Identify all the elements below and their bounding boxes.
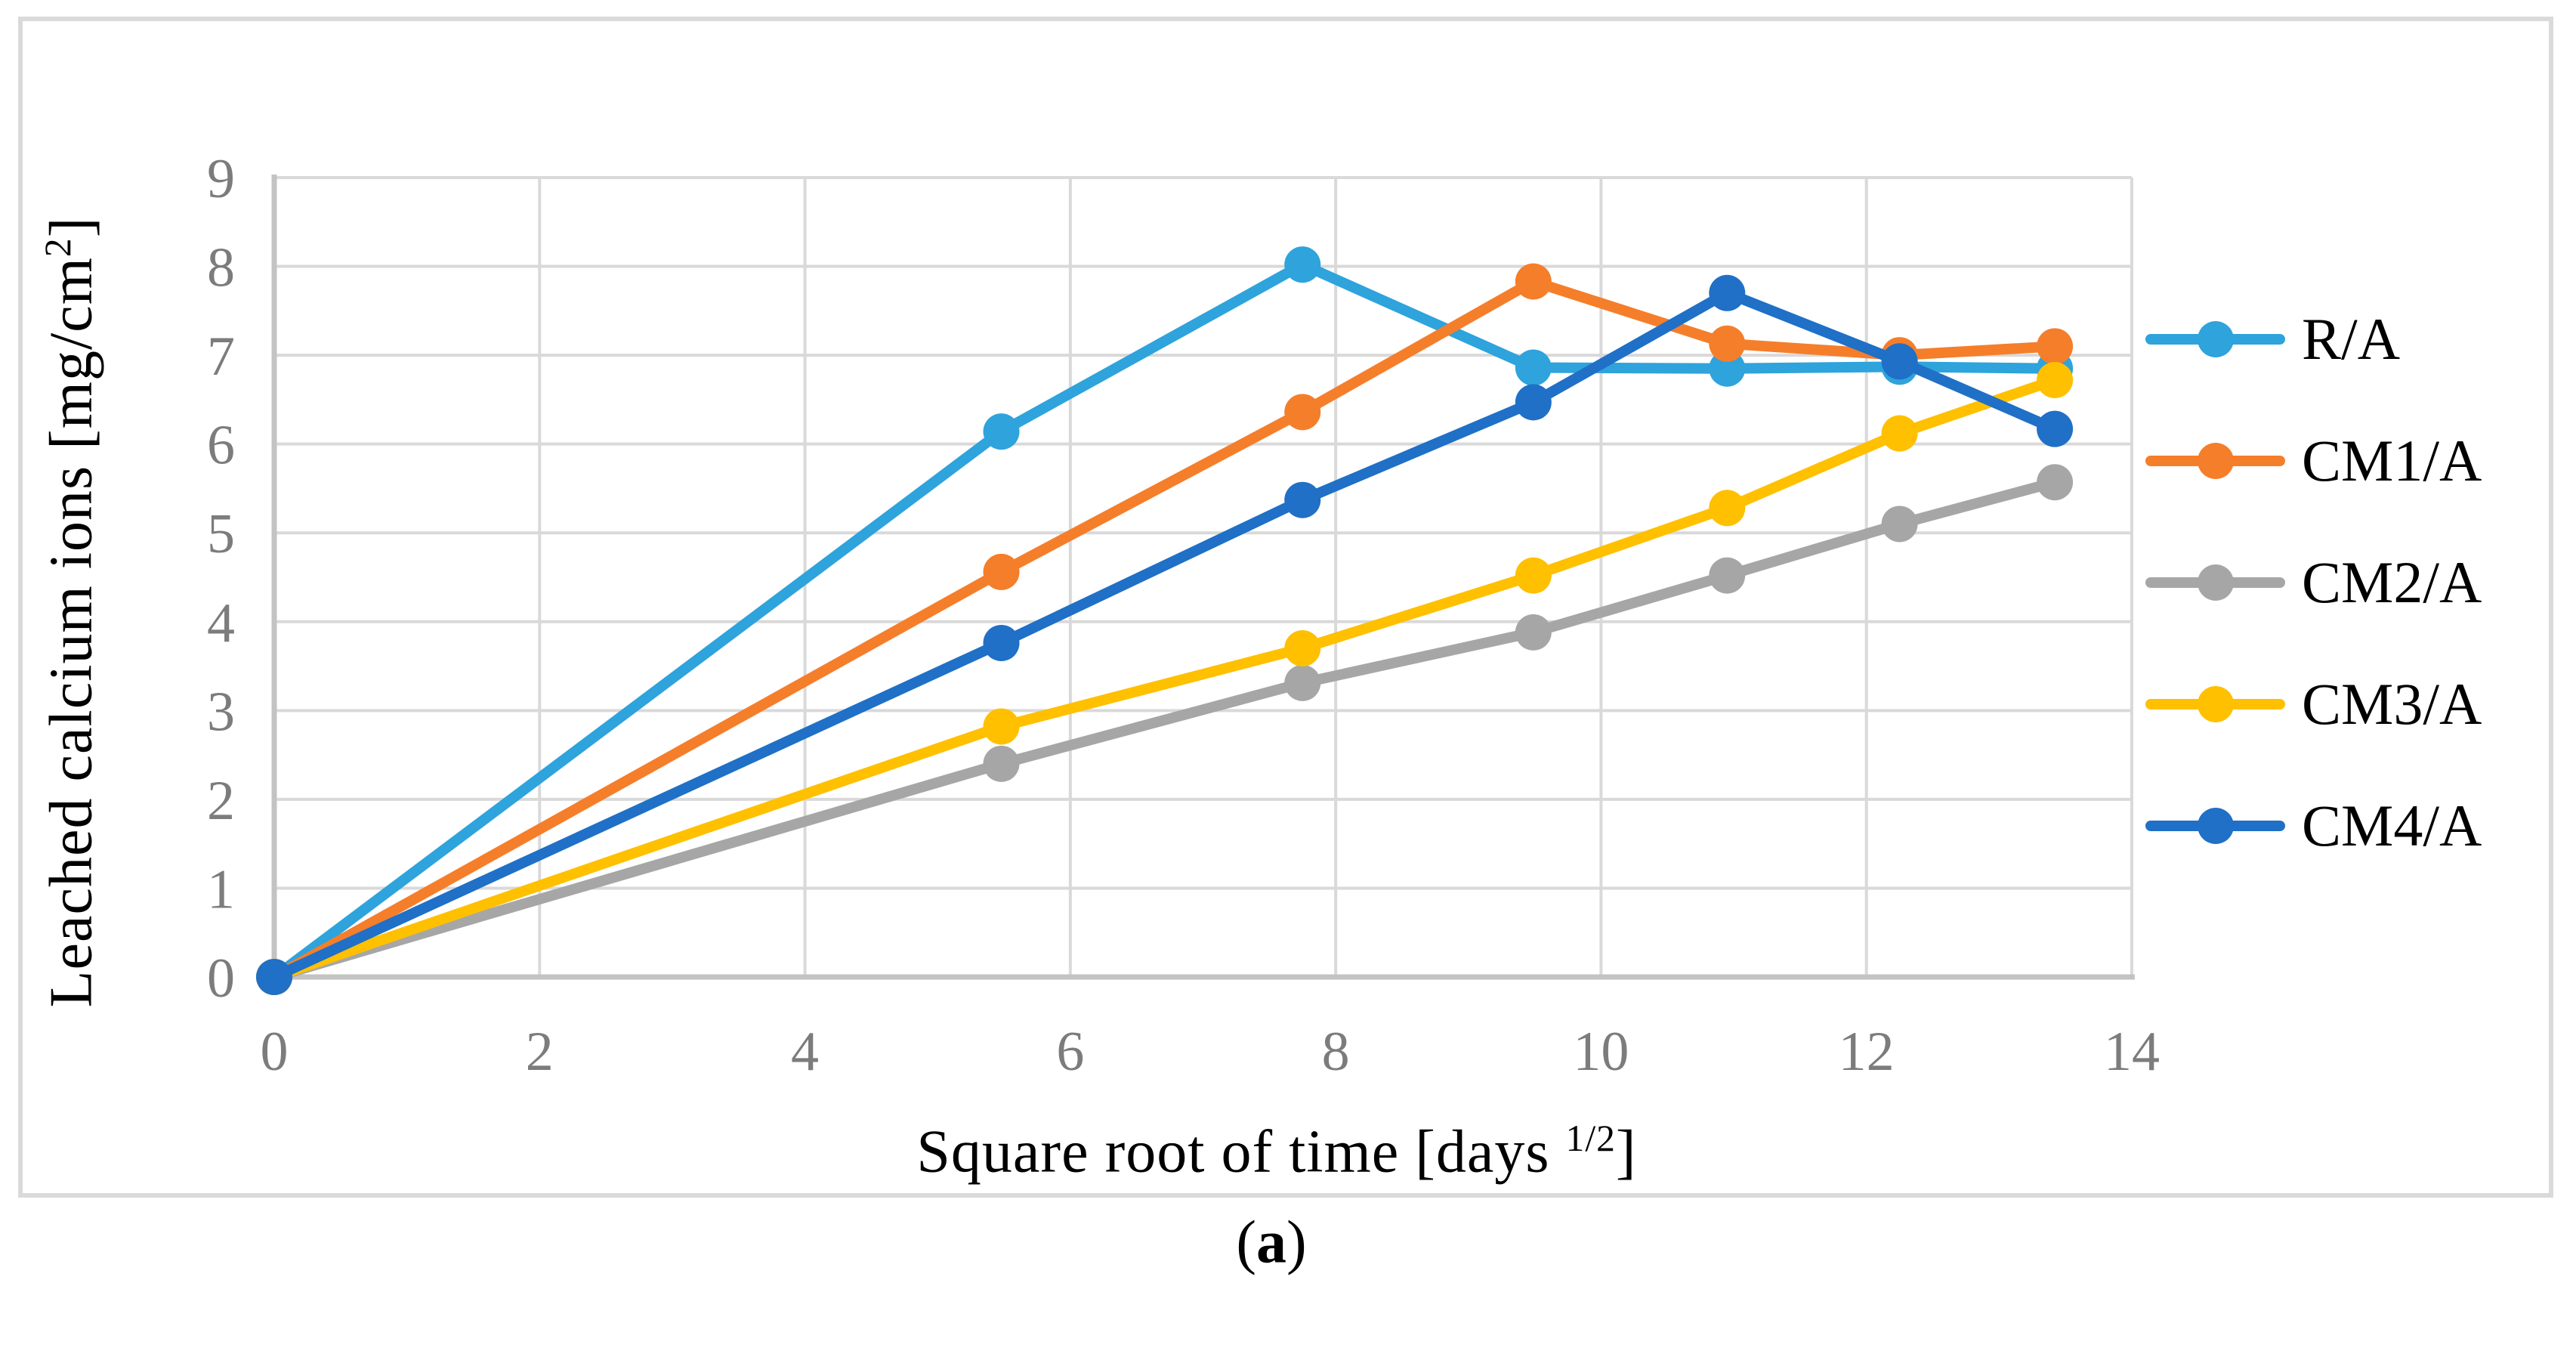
y-axis-title-text: Leached calcium ions [mg/cm — [38, 257, 105, 1008]
caption-close-paren: ) — [1286, 1209, 1307, 1276]
x-axis-title-superscript: 1/2 — [1565, 1117, 1616, 1159]
legend-label: CM4/A — [2302, 792, 2482, 858]
y-tick-label: 6 — [207, 415, 235, 477]
legend-item-ra: R/A — [2145, 278, 2553, 400]
chart-legend: R/A CM1/A CM2/A CM3/A — [2145, 278, 2553, 886]
legend-label: CM3/A — [2302, 670, 2482, 737]
y-axis-title: Leached calcium ions [mg/cm2] — [36, 216, 107, 1008]
y-tick-label: 2 — [207, 770, 235, 832]
legend-key-line-icon — [2145, 564, 2285, 601]
x-tick-label: 10 — [1573, 1021, 1629, 1083]
y-tick-label: 5 — [207, 503, 235, 565]
x-tick-label: 4 — [791, 1021, 819, 1083]
data-point-CM3/A — [1284, 630, 1321, 667]
data-point-CM3/A — [1709, 490, 1746, 527]
x-tick-label: 2 — [526, 1021, 554, 1083]
data-point-R/A — [1284, 246, 1321, 283]
data-point-CM4/A — [2037, 410, 2074, 447]
legend-marker-dot — [2197, 442, 2234, 479]
legend-marker-dot — [2197, 564, 2234, 601]
legend-key-line-icon — [2145, 320, 2285, 357]
legend-marker-dot — [2197, 320, 2234, 357]
data-point-CM2/A — [1515, 614, 1552, 651]
data-point-CM1/A — [1709, 325, 1746, 362]
legend-item-cm1a: CM1/A — [2145, 400, 2553, 521]
legend-marker-dot — [2197, 807, 2234, 844]
x-axis-title-suffix: ] — [1615, 1118, 1637, 1186]
legend-label: R/A — [2302, 305, 2401, 372]
x-tick-label: 6 — [1056, 1021, 1084, 1083]
data-point-CM2/A — [983, 745, 1020, 782]
x-axis-title: Square root of time [days 1/2] — [916, 1118, 1636, 1187]
legend-item-cm3a: CM3/A — [2145, 643, 2553, 765]
legend-key-line-icon — [2145, 442, 2285, 479]
series-line-CM4/A — [269, 287, 2061, 982]
legend-marker-dot — [2197, 685, 2234, 722]
data-point-CM2/A — [1709, 557, 1746, 594]
panel-caption: (a) — [1236, 1209, 1306, 1278]
x-tick-label: 12 — [1839, 1021, 1895, 1083]
x-axis-title-text: Square root of time [days — [916, 1118, 1566, 1186]
y-tick-label: 8 — [207, 237, 235, 299]
y-axis-title-suffix: ] — [38, 216, 105, 238]
legend-key-line-icon — [2145, 685, 2285, 722]
data-point-CM4/A — [983, 624, 1020, 661]
y-tick-label: 0 — [207, 948, 235, 1009]
legend-label: CM2/A — [2302, 549, 2482, 615]
data-point-CM4/A — [256, 959, 292, 995]
data-point-R/A — [1709, 350, 1746, 387]
data-point-CM3/A — [1881, 415, 1918, 452]
data-point-CM2/A — [1284, 664, 1321, 701]
data-point-R/A — [1515, 349, 1552, 386]
data-point-CM2/A — [2037, 464, 2074, 501]
data-point-CM2/A — [1881, 506, 1918, 543]
data-point-CM3/A — [983, 708, 1020, 745]
caption-letter: a — [1256, 1209, 1286, 1276]
data-point-CM1/A — [1515, 263, 1552, 300]
y-tick-label: 9 — [207, 148, 235, 210]
y-tick-label: 3 — [207, 681, 235, 743]
caption-open-paren: ( — [1236, 1209, 1256, 1276]
data-point-CM3/A — [1515, 557, 1552, 594]
legend-label: CM1/A — [2302, 427, 2482, 493]
data-point-CM3/A — [2037, 361, 2074, 398]
data-point-CM4/A — [1284, 481, 1321, 518]
data-point-CM4/A — [1709, 274, 1746, 311]
data-point-CM1/A — [1284, 394, 1321, 431]
data-point-R/A — [983, 413, 1020, 450]
series-line-CM1/A — [269, 276, 2061, 982]
legend-item-cm2a: CM2/A — [2145, 521, 2553, 643]
legend-item-cm4a: CM4/A — [2145, 765, 2553, 886]
x-tick-label: 8 — [1322, 1021, 1350, 1083]
data-point-CM4/A — [1881, 343, 1918, 380]
y-axis-title-superscript: 2 — [36, 237, 79, 258]
y-tick-label: 7 — [207, 326, 235, 388]
legend-key-line-icon — [2145, 807, 2285, 844]
series-line-CM2/A — [269, 477, 2061, 982]
data-point-CM1/A — [983, 553, 1020, 590]
y-tick-label: 1 — [207, 858, 235, 920]
data-point-CM1/A — [2037, 328, 2074, 365]
x-tick-label: 0 — [261, 1021, 289, 1083]
data-point-CM4/A — [1515, 384, 1552, 421]
y-tick-label: 4 — [207, 592, 235, 654]
x-tick-label: 14 — [2104, 1021, 2160, 1083]
